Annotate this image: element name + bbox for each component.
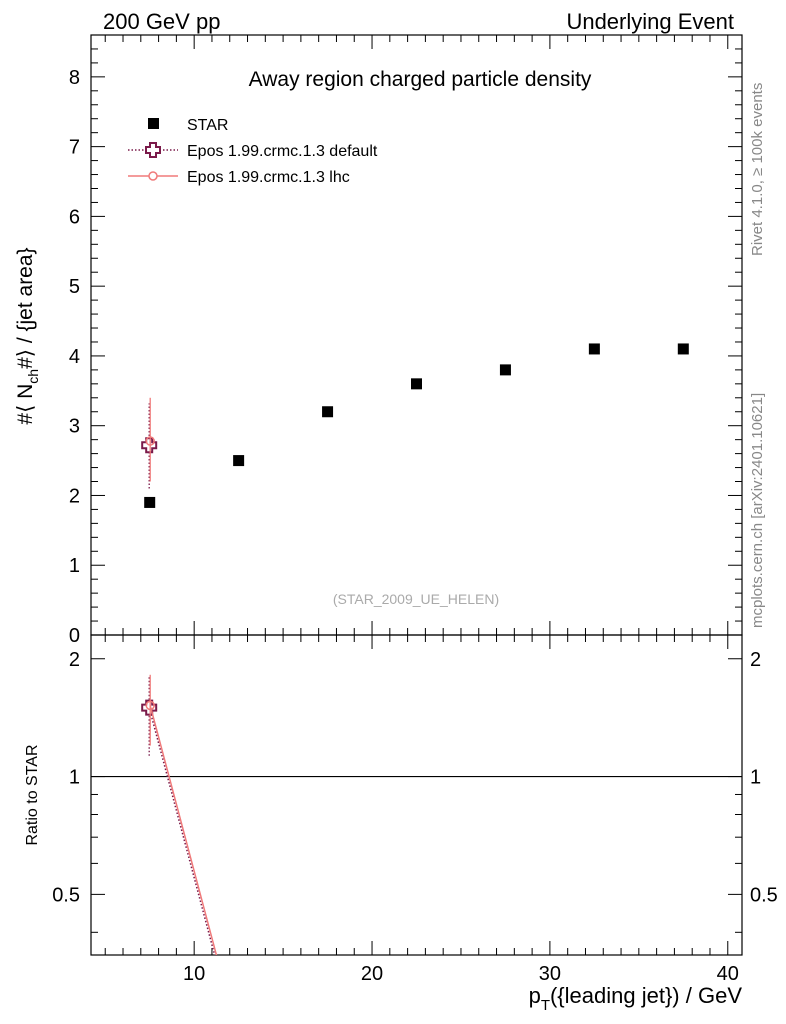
ratio-line: [148, 707, 216, 955]
ratio-tick-label-right: 2: [750, 649, 761, 671]
main-y-axis-title: #⟨ Nch#⟩ / {jet area}: [14, 247, 41, 424]
data-point-star: [411, 378, 422, 390]
header-right-label: Underlying Event: [566, 9, 734, 34]
data-layer: [141, 343, 689, 955]
y-tick-label: 2: [69, 485, 80, 507]
data-point-star: [144, 496, 156, 508]
ratio-y-tick-labels: 0.5 0.5 1 1 2 2: [52, 649, 778, 907]
rivet-label: Rivet 4.1.0, ≥ 100k events: [749, 83, 766, 256]
legend: STAR Epos 1.99.crmc.1.3 default Epos 1.9…: [128, 117, 378, 186]
y-tick-label: 6: [69, 206, 80, 228]
y-tick-label: 5: [69, 276, 80, 298]
main-y-axis-title-main: #⟨ N: [14, 384, 37, 425]
main-y-axis-title-rest: #⟩ / {jet area}: [14, 247, 37, 368]
legend-label-star: STAR: [187, 117, 228, 134]
legend-marker-default: [145, 142, 161, 158]
x-tick-label: 30: [539, 963, 561, 985]
x-axis-title-sub: T: [541, 997, 550, 1014]
data-point-star: [499, 364, 511, 376]
y-tick-label: 4: [69, 346, 80, 368]
data-point-star: [322, 406, 334, 418]
x-tick-labels: 10 20 30 40: [183, 963, 739, 985]
ratio-tick-label-left: 0.5: [52, 884, 80, 906]
legend-marker-lhc: [148, 171, 158, 181]
ratio-axis-ticks: [91, 635, 742, 955]
data-point-star: [588, 343, 600, 355]
x-tick-label: 40: [717, 963, 739, 985]
data-point-star: [677, 343, 689, 355]
main-y-tick-labels: 0 1 2 3 4 5 6 7 8: [69, 67, 80, 647]
ratio-tick-label-right: 1: [750, 767, 761, 789]
y-tick-label: 8: [69, 67, 80, 89]
y-tick-label: 3: [69, 416, 80, 438]
x-axis-title-rest: ({leading jet}) / GeV: [550, 983, 742, 1008]
analysis-watermark: (STAR_2009_UE_HELEN): [333, 591, 499, 607]
legend-label-lhc: Epos 1.99.crmc.1.3 lhc: [187, 169, 350, 186]
x-tick-label: 20: [361, 963, 383, 985]
ratio-tick-label-left: 1: [69, 767, 80, 789]
legend-marker-star: [148, 118, 159, 129]
ratio-point-epos-lhc: [145, 700, 155, 711]
main-y-axis-title-sub: ch: [25, 369, 41, 384]
data-point-star: [233, 455, 245, 467]
main-axis-ticks: [91, 35, 742, 636]
legend-label-default: Epos 1.99.crmc.1.3 default: [187, 143, 378, 160]
chart-title: Away region charged particle density: [249, 68, 592, 91]
x-tick-label: 10: [183, 963, 205, 985]
ratio-line: [149, 705, 218, 955]
x-axis-title-main: p: [529, 983, 541, 1008]
data-point-epos-lhc: [145, 436, 155, 446]
header-left-label: 200 GeV pp: [103, 9, 220, 34]
ratio-plot-frame: [90, 634, 743, 956]
ratio-tick-label-right: 0.5: [750, 884, 778, 906]
ratio-tick-label-left: 2: [69, 649, 80, 671]
ratio-series-group: [141, 674, 218, 955]
y-tick-label: 0: [69, 625, 80, 647]
mcplots-label: mcplots.cern.ch [arXiv:2401.10621]: [749, 393, 766, 628]
ratio-y-axis-title: Ratio to STAR: [24, 744, 41, 845]
x-axis-title: pT({leading jet}) / GeV: [529, 983, 743, 1014]
y-tick-label: 1: [69, 555, 80, 577]
y-tick-label: 7: [69, 137, 80, 159]
